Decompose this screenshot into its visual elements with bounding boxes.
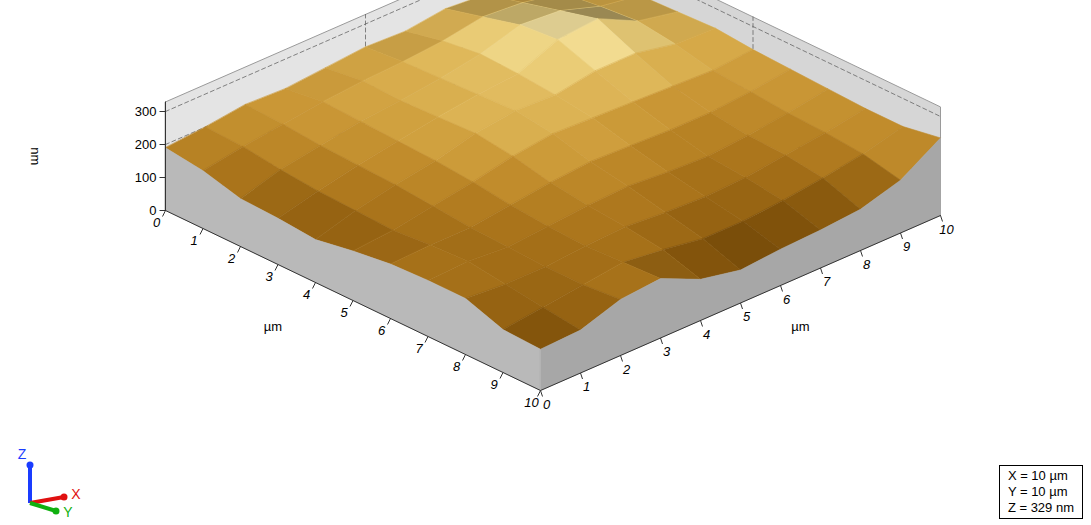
svg-text:4: 4 — [303, 287, 310, 302]
svg-text:9: 9 — [490, 377, 497, 392]
svg-text:5: 5 — [743, 309, 751, 324]
svg-text:5: 5 — [340, 305, 348, 320]
svg-text:10: 10 — [939, 222, 954, 237]
html-text:Z = 329 nm: Z = 329 nm — [1007, 500, 1074, 515]
svg-text:7: 7 — [823, 274, 831, 289]
html-text:Y = 10 µm: Y = 10 µm — [1007, 484, 1068, 499]
svg-text:7: 7 — [415, 341, 423, 356]
svg-text:2: 2 — [622, 362, 631, 377]
svg-text:0: 0 — [152, 214, 161, 230]
svg-text:X: X — [71, 486, 81, 502]
svg-text:0: 0 — [543, 397, 551, 412]
svg-text:µm: µm — [791, 319, 809, 334]
svg-text:Y: Y — [63, 504, 73, 519]
svg-text:6: 6 — [783, 292, 791, 307]
svg-text:nm: nm — [28, 147, 43, 165]
svg-text:1: 1 — [583, 379, 590, 394]
svg-text:3: 3 — [265, 269, 273, 284]
svg-text:10: 10 — [524, 395, 539, 410]
svg-text:8: 8 — [863, 257, 871, 272]
svg-text:3: 3 — [663, 344, 671, 359]
svg-text:2: 2 — [227, 251, 236, 266]
svg-text:1: 1 — [190, 233, 197, 248]
svg-text:4: 4 — [703, 327, 710, 342]
svg-text:300: 300 — [135, 104, 157, 119]
svg-text:8: 8 — [453, 359, 461, 374]
svg-text:Z: Z — [18, 447, 27, 462]
svg-text:µm: µm — [264, 319, 282, 334]
html-text:X = 10 µm: X = 10 µm — [1007, 468, 1068, 483]
svg-text:6: 6 — [378, 323, 386, 338]
svg-text:9: 9 — [903, 239, 910, 254]
svg-text:200: 200 — [135, 137, 157, 152]
svg-text:0: 0 — [149, 203, 156, 218]
svg-text:100: 100 — [135, 170, 157, 185]
